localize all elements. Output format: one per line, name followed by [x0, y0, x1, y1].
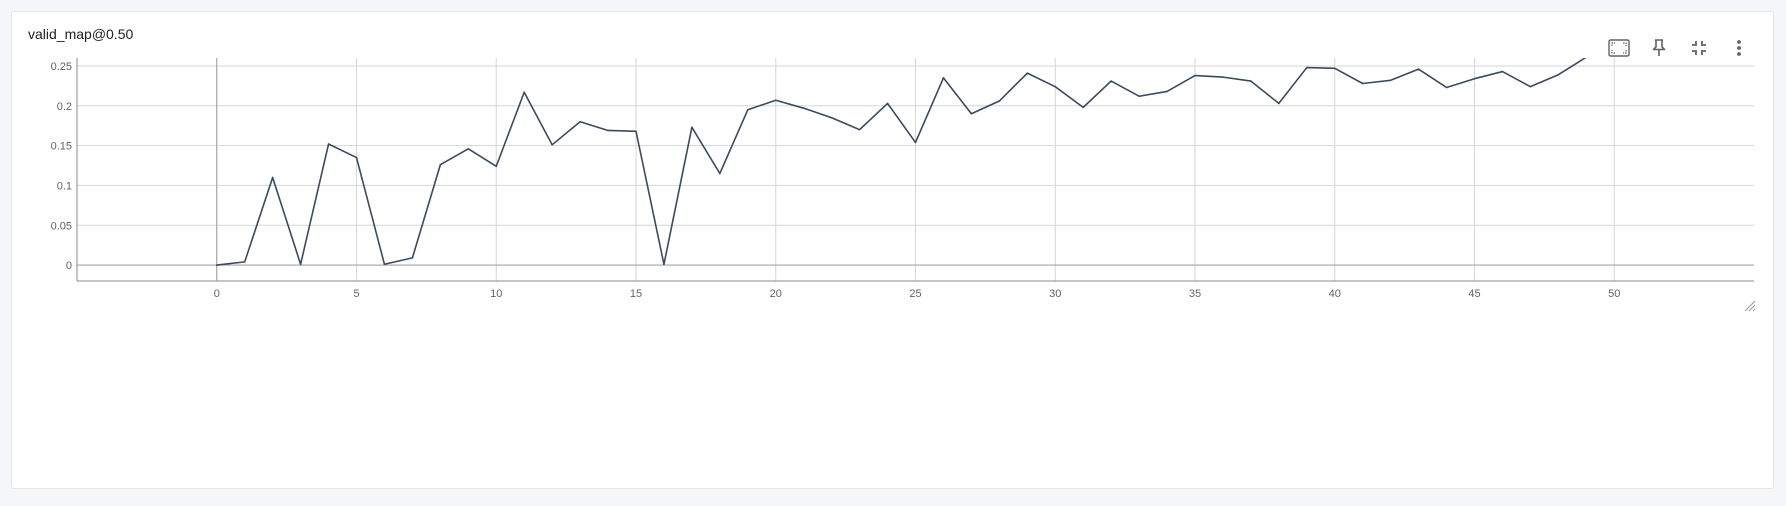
data-point[interactable]: [1110, 80, 1112, 82]
data-point[interactable]: [1557, 73, 1560, 76]
data-point[interactable]: [271, 176, 274, 179]
y-tick-label: 0.05: [51, 220, 72, 232]
data-point[interactable]: [1222, 76, 1224, 78]
x-tick-label: 45: [1468, 288, 1480, 300]
data-point[interactable]: [1026, 72, 1029, 74]
data-point[interactable]: [1082, 106, 1084, 109]
data-point[interactable]: [886, 102, 889, 105]
data-point[interactable]: [215, 264, 218, 266]
y-tick-label: 0.15: [51, 141, 72, 153]
grid: [77, 58, 1754, 281]
data-point[interactable]: [607, 129, 609, 132]
x-tick-label: 30: [1049, 288, 1061, 300]
series-line[interactable]: [216, 57, 1587, 266]
x-tick-label: 40: [1329, 288, 1341, 300]
chart-card: valid_map@0.50: [11, 11, 1774, 489]
data-point[interactable]: [467, 147, 470, 150]
x-tick-label: 10: [490, 288, 502, 300]
data-point[interactable]: [747, 108, 749, 111]
more-options-button[interactable]: [1719, 34, 1759, 62]
x-tick-label: 20: [770, 288, 782, 300]
fit-domain-icon: [1608, 39, 1630, 57]
data-point[interactable]: [495, 165, 498, 168]
data-point[interactable]: [691, 126, 693, 129]
data-point[interactable]: [439, 163, 442, 166]
series-layer: [215, 56, 1588, 266]
chart-toolbar: [1599, 34, 1759, 62]
data-point[interactable]: [830, 116, 833, 119]
data-point[interactable]: [1250, 80, 1252, 82]
data-point[interactable]: [1166, 90, 1168, 93]
data-point[interactable]: [1194, 74, 1196, 77]
data-point[interactable]: [411, 257, 414, 259]
fit-domain-button[interactable]: [1599, 34, 1639, 62]
x-tick-label: 5: [353, 288, 359, 300]
axes: [76, 58, 1754, 282]
data-point[interactable]: [1306, 66, 1308, 69]
pin-button[interactable]: [1639, 34, 1679, 62]
y-tick-label: 0.2: [57, 101, 72, 113]
data-point[interactable]: [1445, 86, 1448, 89]
x-tick-label: 50: [1608, 288, 1620, 300]
data-point[interactable]: [1278, 102, 1280, 105]
data-point[interactable]: [802, 107, 805, 109]
data-point[interactable]: [1501, 70, 1504, 73]
data-point[interactable]: [579, 120, 581, 123]
data-point[interactable]: [1417, 68, 1420, 70]
x-tick-label: 15: [630, 288, 642, 300]
data-point[interactable]: [663, 263, 665, 266]
data-point[interactable]: [1586, 56, 1588, 59]
more-vert-icon: [1736, 39, 1742, 57]
data-point[interactable]: [1138, 95, 1140, 98]
data-point[interactable]: [327, 143, 330, 145]
data-point[interactable]: [1473, 77, 1476, 80]
data-point[interactable]: [970, 112, 973, 115]
resize-handle-icon[interactable]: [1744, 300, 1756, 312]
data-point[interactable]: [355, 156, 358, 159]
data-point[interactable]: [1529, 85, 1532, 88]
data-point[interactable]: [551, 144, 553, 146]
collapse-button[interactable]: [1679, 34, 1719, 62]
data-point[interactable]: [1389, 79, 1392, 82]
data-point[interactable]: [243, 261, 246, 263]
x-tick-label: 35: [1189, 288, 1201, 300]
data-point[interactable]: [635, 130, 637, 133]
y-tick-label: 0: [66, 260, 72, 272]
data-point[interactable]: [383, 263, 386, 266]
data-point[interactable]: [774, 99, 777, 102]
chart-title: valid_map@0.50: [28, 26, 134, 42]
data-point[interactable]: [942, 77, 945, 79]
collapse-icon: [1691, 40, 1707, 56]
data-point[interactable]: [523, 91, 525, 94]
data-point[interactable]: [858, 128, 861, 131]
data-point[interactable]: [1361, 82, 1364, 85]
data-point[interactable]: [719, 172, 721, 175]
data-point[interactable]: [1333, 67, 1336, 70]
data-point[interactable]: [998, 100, 1001, 102]
data-point[interactable]: [299, 263, 302, 266]
pin-icon: [1652, 39, 1666, 57]
y-tick-label: 0.1: [57, 180, 72, 192]
data-point[interactable]: [914, 141, 917, 144]
tick-labels: 0 5 10 15 20 25 30 35 40 45 50 0 0.05 0.1 0.15 0.2 0.25: [51, 61, 1621, 300]
y-tick-label: 0.25: [51, 61, 72, 73]
data-point[interactable]: [1054, 85, 1057, 88]
x-tick-label: 25: [909, 288, 921, 300]
x-tick-label: 0: [214, 288, 220, 300]
